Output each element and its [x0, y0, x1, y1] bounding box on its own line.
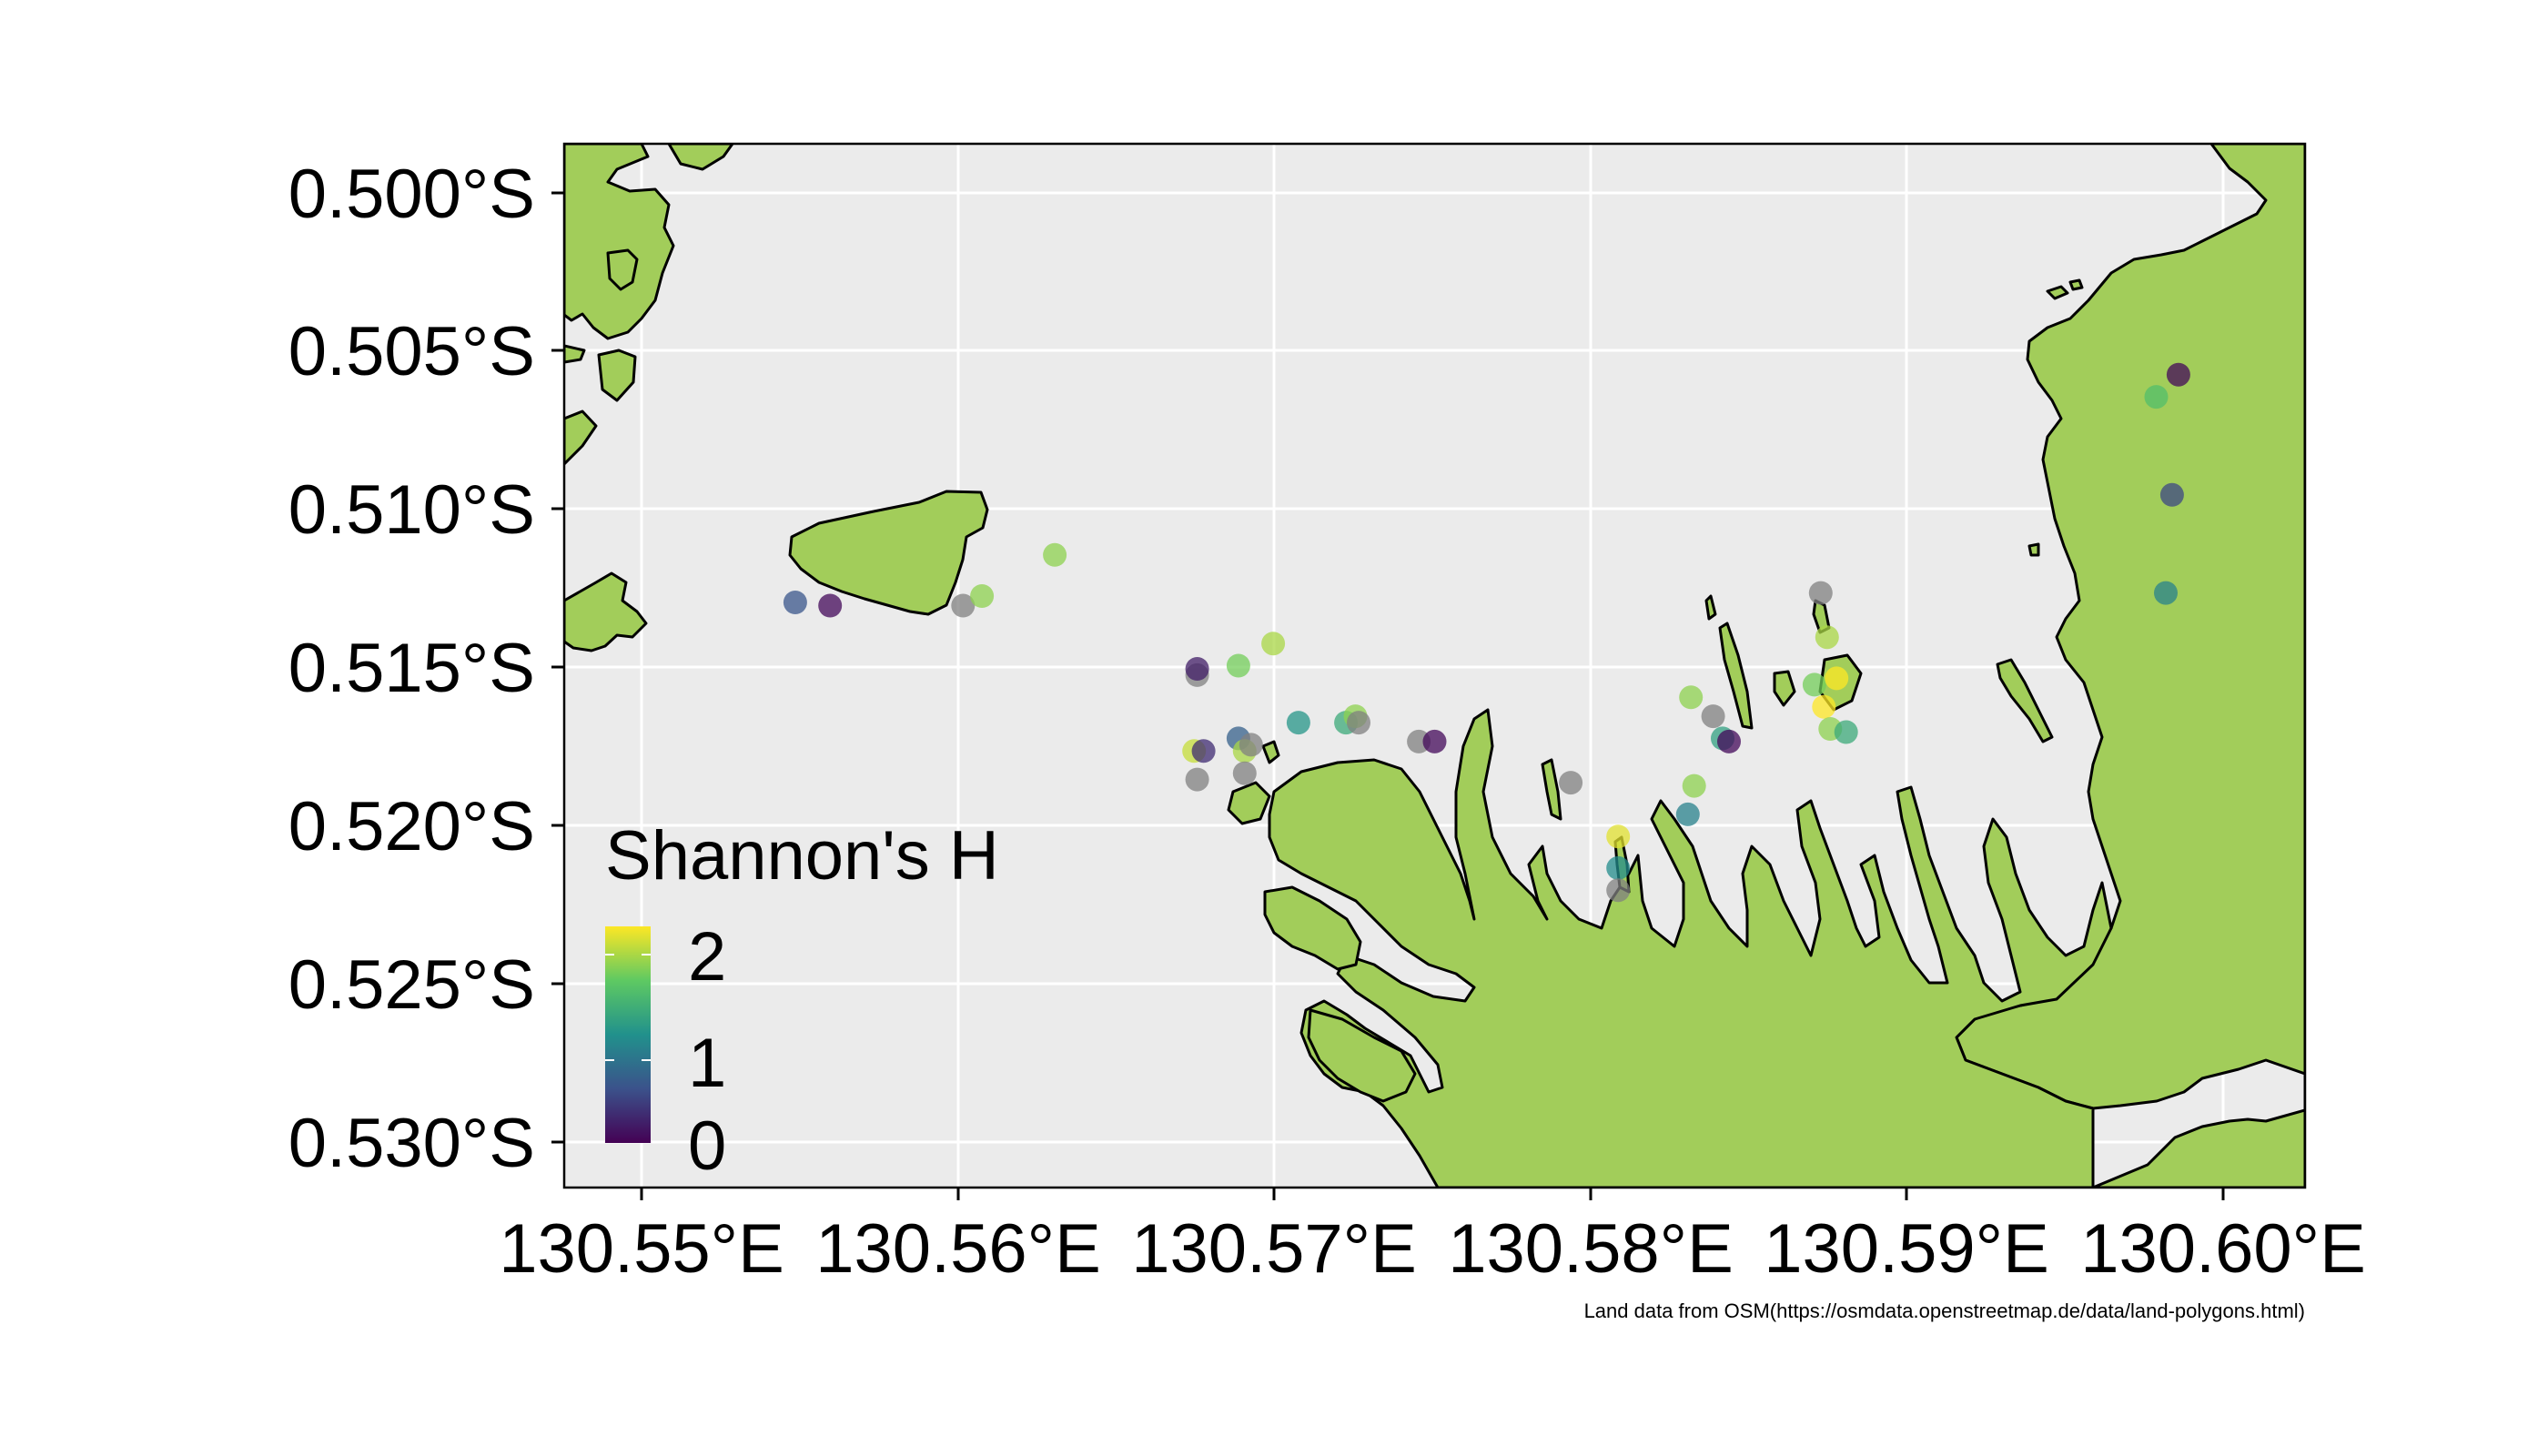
x-tick-label: 130.56°E: [815, 1210, 1101, 1288]
land-northeast-islet-1: [2046, 285, 2069, 300]
land-islet-small-a: [1261, 740, 1280, 764]
y-tick-label: 0.510°S: [288, 471, 535, 549]
sample-site-point: [970, 584, 995, 608]
x-tick-label: 130.57°E: [1131, 1210, 1417, 1288]
sample-site-point: [1679, 685, 1704, 710]
sample-site-point: [1347, 711, 1370, 735]
sample-site-point: [1239, 733, 1263, 757]
land-northwest-tip: [667, 144, 734, 171]
land-layer: [564, 144, 2305, 1188]
x-axis: 130.55°E 130.56°E 130.57°E 130.58°E 130.…: [499, 1188, 2366, 1288]
sample-site-point: [1043, 542, 1067, 567]
sample-site-point: [818, 593, 843, 618]
land-southwest-lobe-2: [1307, 1008, 1417, 1103]
sample-site-point: [1802, 672, 1826, 697]
x-tick-label: 130.58°E: [1448, 1210, 1734, 1288]
sample-site-point: [1422, 729, 1447, 753]
sample-site-point: [783, 591, 807, 614]
sample-site-point: [1606, 878, 1631, 903]
y-tick-label: 0.520°S: [288, 788, 535, 865]
legend: Shannon's H 2 1 0: [605, 817, 999, 1185]
land-islet-ridge-i: [2027, 542, 2040, 557]
land-northeast: [1955, 144, 2305, 1188]
land-islet-ridge-a: [1541, 758, 1562, 821]
land-west-ledge: [564, 344, 586, 364]
sample-site-point: [1185, 767, 1209, 792]
sample-sites: [783, 362, 2190, 903]
sample-site-point: [951, 593, 976, 618]
sample-site-point: [1286, 711, 1310, 735]
legend-label: 0: [688, 1107, 726, 1185]
sample-site-point: [1559, 771, 1583, 795]
sample-site-point: [2154, 581, 2178, 605]
sample-site-point: [2159, 482, 2184, 507]
sample-site-point: [1825, 666, 1849, 691]
legend-colorbar: [605, 926, 651, 1143]
y-axis: 0.500°S 0.505°S 0.510°S 0.515°S 0.520°S …: [288, 156, 564, 1182]
sample-site-point: [1261, 632, 1286, 656]
source-caption: Land data from OSM(https://osmdata.opens…: [1584, 1299, 2305, 1322]
sample-site-point: [2166, 362, 2190, 387]
x-tick-label: 130.55°E: [499, 1210, 784, 1288]
legend-label: 1: [688, 1025, 726, 1102]
sample-site-point: [1606, 824, 1631, 849]
sample-site-point: [1808, 581, 1833, 605]
sample-site-point: [1675, 802, 1700, 826]
sample-site-point: [1185, 657, 1209, 681]
land-islet-ridge-c: [1704, 594, 1717, 621]
y-tick-label: 0.525°S: [288, 946, 535, 1024]
sample-site-point: [1232, 761, 1257, 785]
sample-site-point: [1191, 739, 1216, 763]
sample-site-point: [1226, 653, 1250, 678]
x-tick-label: 130.60°E: [2080, 1210, 2366, 1288]
land-islet-ridge-e: [1773, 670, 1796, 707]
land-islet-west-cluster: [1227, 781, 1271, 825]
legend-label: 2: [688, 918, 726, 996]
sample-site-point: [1682, 774, 1706, 798]
land-islet-ridge-h: [1996, 658, 2054, 743]
sample-site-point: [1812, 694, 1836, 719]
sample-site-point: [1701, 704, 1725, 729]
land-northwest: [564, 144, 675, 340]
land-west-lobe: [564, 410, 598, 466]
sample-site-point: [2144, 385, 2169, 410]
land-west-small: [597, 349, 637, 402]
y-tick-label: 0.505°S: [288, 313, 535, 390]
land-northeast-islet-2: [2068, 278, 2084, 291]
y-tick-label: 0.515°S: [288, 630, 535, 707]
land-southwest-lobe-1: [1263, 885, 1362, 971]
sample-site-point: [1717, 729, 1741, 753]
land-northwest-islet: [606, 248, 639, 291]
y-tick-label: 0.500°S: [288, 156, 535, 233]
x-tick-label: 130.59°E: [1764, 1210, 2049, 1288]
land-islet-ridge-d: [1718, 622, 1754, 730]
sample-site-point: [1606, 855, 1631, 880]
legend-title: Shannon's H: [605, 817, 999, 895]
land-central-island: [788, 490, 989, 616]
sample-site-point: [1815, 625, 1839, 650]
sample-site-point: [1834, 720, 1858, 744]
land-west-point: [564, 571, 648, 652]
y-tick-label: 0.530°S: [288, 1105, 535, 1182]
